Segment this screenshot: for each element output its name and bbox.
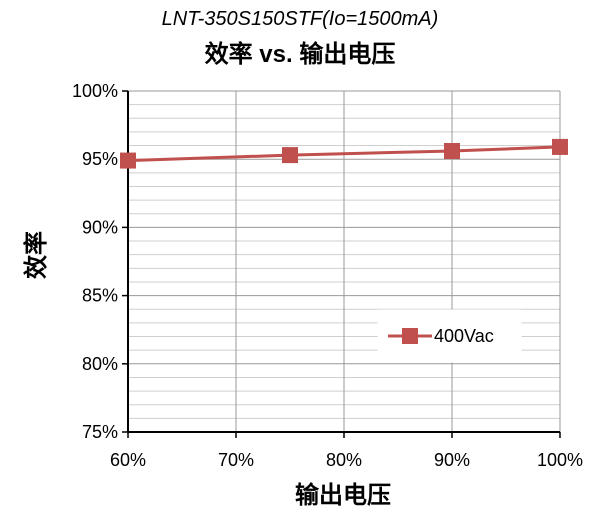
legend-label: 400Vac <box>434 326 494 346</box>
legend: 400Vac <box>377 309 522 363</box>
y-axis-title: 效率 <box>22 231 50 279</box>
series-layer <box>120 138 568 169</box>
y-tick-labels: 75% 80% 85% 90% 95% 100% <box>72 81 118 442</box>
x-tick-label: 100% <box>537 450 583 470</box>
data-point <box>444 143 460 160</box>
y-tick-label: 85% <box>82 286 118 306</box>
y-tick-label: 90% <box>82 217 118 237</box>
major-gridlines <box>128 90 561 432</box>
axes <box>122 90 561 438</box>
x-axis-title: 输出电压 <box>295 481 391 509</box>
series-line <box>127 145 561 163</box>
x-tick-labels: 60% 70% 80% 90% 100% <box>110 450 583 470</box>
y-tick-label: 100% <box>72 81 118 101</box>
y-tick-label: 80% <box>82 354 118 374</box>
chart-title: 效率 vs. 输出电压 <box>204 41 396 68</box>
legend-marker <box>402 328 418 344</box>
x-tick-label: 90% <box>434 450 470 470</box>
y-tick-label: 75% <box>82 422 118 442</box>
x-tick-label: 70% <box>218 450 254 470</box>
x-tick-label: 60% <box>110 450 146 470</box>
data-point <box>282 147 298 164</box>
x-tick-label: 80% <box>326 450 362 470</box>
data-point <box>552 138 568 155</box>
data-point <box>120 152 136 169</box>
chart-subtitle: LNT-350S150STF(Io=1500mA) <box>161 8 439 30</box>
y-tick-label: 95% <box>82 149 118 169</box>
